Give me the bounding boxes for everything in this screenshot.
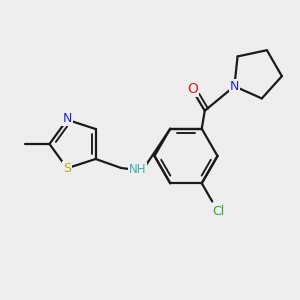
Text: O: O xyxy=(187,82,198,96)
Text: S: S xyxy=(63,162,71,175)
Text: NH: NH xyxy=(129,163,146,176)
Text: N: N xyxy=(62,112,72,125)
Text: N: N xyxy=(230,80,239,93)
Text: Cl: Cl xyxy=(212,205,224,218)
